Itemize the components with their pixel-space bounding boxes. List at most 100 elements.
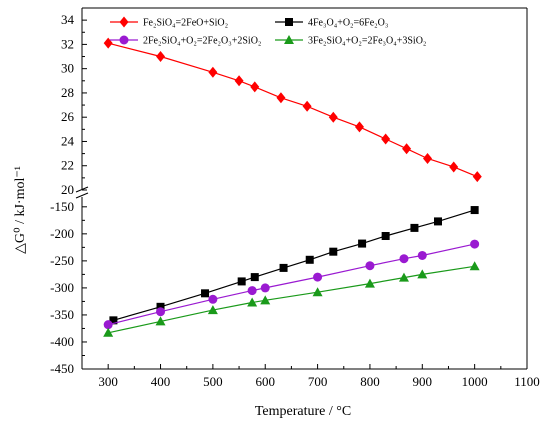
data-point	[470, 239, 480, 249]
data-point	[250, 81, 260, 93]
series-4	[103, 261, 480, 337]
axis-break-gap	[76, 190, 88, 196]
legend-marker	[119, 16, 129, 28]
legend-label: 4Fe₃O₄+O₂=6Fe₂O₃	[308, 18, 388, 29]
data-point	[109, 316, 118, 325]
data-point	[358, 239, 367, 248]
y-tick-label: 22	[61, 158, 74, 173]
series-line	[113, 209, 475, 321]
y-tick-label: -250	[50, 253, 74, 268]
x-axis-title: Temperature / °C	[255, 404, 351, 419]
data-point	[156, 307, 166, 317]
data-point	[201, 289, 210, 298]
data-point	[328, 111, 338, 123]
y-tick-label: 34	[61, 12, 75, 27]
x-tick-label: 1100	[514, 374, 540, 389]
data-point	[237, 277, 246, 286]
data-point	[279, 263, 288, 272]
legend-item: 2Fe₂SiO₄+O₂=2Fe₂O₃+2SiO₂	[110, 35, 261, 47]
data-point	[434, 217, 442, 226]
data-point	[247, 297, 258, 307]
series-line	[108, 243, 475, 326]
y-tick-label: -450	[50, 361, 74, 376]
series-3	[103, 239, 480, 330]
y-axis-lower: -450 -400 -350 -300 -250 -200 -150	[50, 199, 87, 376]
series-1	[103, 37, 482, 183]
x-tick-label: 700	[308, 374, 328, 389]
series-line	[108, 42, 478, 178]
y-axis-title: △G⁰ / kJ·mol⁻¹	[13, 166, 28, 254]
data-point	[103, 320, 113, 330]
series-layer	[103, 37, 482, 337]
data-point	[312, 287, 323, 297]
data-point	[103, 37, 113, 49]
y-tick-label: -150	[50, 199, 74, 214]
data-point	[469, 261, 480, 271]
y-tick-label: 26	[61, 109, 75, 124]
x-tick-label: 1000	[462, 374, 488, 389]
data-point	[234, 75, 244, 87]
data-point	[156, 51, 166, 63]
data-point	[207, 305, 218, 315]
x-axis: 300 400 500 600 700 800 900 1000 1100	[98, 364, 540, 389]
y-tick-label: 30	[61, 61, 74, 76]
y-tick-label: 24	[61, 133, 75, 148]
y-axis-upper: 20 22 24 26 28 30 32 34	[61, 7, 87, 197]
data-point	[208, 294, 218, 304]
data-point	[470, 206, 479, 215]
y-tick-label: 32	[61, 36, 74, 51]
data-point	[417, 269, 428, 279]
x-tick-label: 300	[98, 374, 118, 389]
data-point	[329, 247, 338, 256]
legend-label: 2Fe₂SiO₄+O₂=2Fe₂O₃+2SiO₂	[143, 36, 261, 47]
x-tick-label: 900	[413, 374, 433, 389]
data-point	[449, 161, 459, 173]
x-tick-label: 500	[203, 374, 223, 389]
y-tick-label: -350	[50, 307, 74, 322]
y-tick-label: -300	[50, 280, 74, 295]
data-point	[305, 255, 314, 264]
y-tick-label: 28	[61, 85, 74, 100]
axis-break-mark	[75, 192, 89, 199]
series-2	[109, 206, 479, 325]
legend-marker	[284, 35, 294, 44]
legend-item: 4Fe₃O₄+O₂=6Fe₂O₃	[275, 18, 388, 29]
data-point	[399, 254, 409, 264]
legend-item: Fe₂SiO₄=2FeO+SiO₂	[110, 16, 228, 29]
data-point	[398, 272, 409, 282]
legend: Fe₂SiO₄=2FeO+SiO₂ 4Fe₃O₄+O₂=6Fe₂O₃ 2Fe₂SiO…	[110, 16, 426, 47]
x-tick-label: 400	[151, 374, 171, 389]
data-point	[417, 250, 427, 260]
y-tick-label: 20	[61, 182, 74, 197]
data-point	[250, 273, 259, 282]
data-point	[410, 223, 419, 232]
data-point	[155, 316, 166, 326]
data-point	[208, 66, 218, 78]
plot-frame	[75, 7, 528, 370]
x-tick-label: 600	[255, 374, 275, 389]
data-point	[276, 92, 286, 104]
data-point	[302, 100, 312, 112]
data-point	[381, 232, 390, 241]
y-tick-label: -400	[50, 334, 74, 349]
data-point	[103, 327, 114, 337]
y-tick-label: -200	[50, 226, 74, 241]
legend-marker	[119, 35, 129, 45]
data-point	[472, 171, 482, 183]
data-point	[247, 286, 257, 296]
data-point	[260, 295, 271, 305]
data-point	[156, 302, 165, 311]
data-point	[260, 283, 270, 293]
data-point	[423, 152, 433, 164]
data-point	[365, 261, 375, 271]
legend-label: Fe₂SiO₄=2FeO+SiO₂	[143, 18, 228, 29]
series-line	[108, 265, 475, 334]
data-point	[402, 143, 412, 155]
data-point	[364, 278, 375, 288]
data-point	[313, 272, 323, 282]
x-tick-label: 800	[360, 374, 380, 389]
data-point	[354, 121, 364, 133]
legend-marker	[285, 18, 293, 26]
legend-item: 3Fe₂SiO₄+O₂=2Fe₃O₄+3SiO₂	[275, 35, 426, 47]
